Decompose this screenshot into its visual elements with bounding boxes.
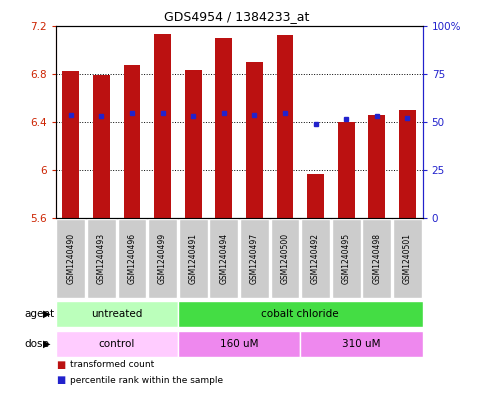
- FancyBboxPatch shape: [300, 331, 423, 357]
- Text: GSM1240500: GSM1240500: [281, 233, 289, 284]
- Text: GSM1240496: GSM1240496: [128, 233, 137, 284]
- FancyBboxPatch shape: [56, 301, 178, 327]
- Text: 160 uM: 160 uM: [220, 339, 258, 349]
- Bar: [185, 70, 201, 218]
- Bar: [369, 115, 385, 218]
- Text: ▶: ▶: [43, 309, 51, 319]
- Text: GSM1240494: GSM1240494: [219, 233, 228, 284]
- Bar: [246, 62, 263, 218]
- Bar: [338, 122, 355, 218]
- Bar: [307, 174, 324, 218]
- Text: ■: ■: [56, 360, 65, 370]
- Text: 310 uM: 310 uM: [342, 339, 381, 349]
- Text: transformed count: transformed count: [70, 360, 154, 369]
- FancyBboxPatch shape: [57, 219, 85, 298]
- FancyBboxPatch shape: [362, 219, 391, 298]
- Bar: [124, 65, 141, 218]
- Bar: [399, 110, 416, 218]
- FancyBboxPatch shape: [148, 219, 177, 298]
- Bar: [277, 35, 293, 218]
- FancyBboxPatch shape: [270, 219, 299, 298]
- Bar: [93, 75, 110, 218]
- FancyBboxPatch shape: [240, 219, 269, 298]
- Text: cobalt chloride: cobalt chloride: [261, 309, 339, 319]
- FancyBboxPatch shape: [301, 219, 330, 298]
- FancyBboxPatch shape: [178, 301, 423, 327]
- Bar: [215, 38, 232, 218]
- Text: GSM1240495: GSM1240495: [341, 233, 351, 284]
- Text: GSM1240499: GSM1240499: [158, 233, 167, 284]
- Text: GSM1240493: GSM1240493: [97, 233, 106, 284]
- Text: ■: ■: [56, 375, 65, 386]
- FancyBboxPatch shape: [118, 219, 146, 298]
- FancyBboxPatch shape: [393, 219, 422, 298]
- Bar: [154, 34, 171, 218]
- FancyBboxPatch shape: [332, 219, 360, 298]
- Text: control: control: [99, 339, 135, 349]
- Text: GSM1240497: GSM1240497: [250, 233, 259, 284]
- Text: dose: dose: [24, 339, 49, 349]
- FancyBboxPatch shape: [87, 219, 116, 298]
- Text: GSM1240501: GSM1240501: [403, 233, 412, 284]
- FancyBboxPatch shape: [178, 331, 300, 357]
- Text: GDS4954 / 1384233_at: GDS4954 / 1384233_at: [164, 10, 309, 23]
- Text: percentile rank within the sample: percentile rank within the sample: [70, 376, 223, 385]
- FancyBboxPatch shape: [179, 219, 208, 298]
- Text: untreated: untreated: [91, 309, 142, 319]
- Text: agent: agent: [24, 309, 54, 319]
- Text: GSM1240491: GSM1240491: [189, 233, 198, 284]
- Text: ▶: ▶: [43, 339, 51, 349]
- Text: GSM1240498: GSM1240498: [372, 233, 381, 284]
- Text: GSM1240490: GSM1240490: [66, 233, 75, 284]
- FancyBboxPatch shape: [210, 219, 238, 298]
- FancyBboxPatch shape: [56, 331, 178, 357]
- Bar: [62, 71, 79, 218]
- Text: GSM1240492: GSM1240492: [311, 233, 320, 284]
